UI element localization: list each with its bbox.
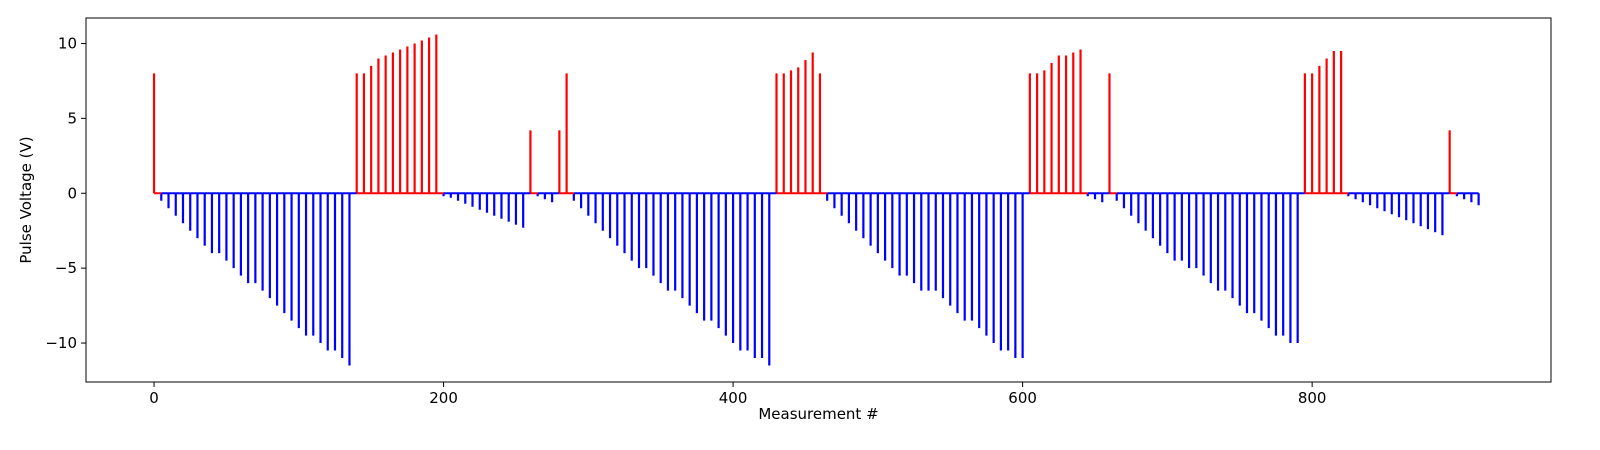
y-tick-label-2: 0 [67, 184, 77, 202]
y-tick-label-1: −5 [55, 259, 77, 277]
plot-frame [85, 17, 1552, 383]
x-tick-label-0: 0 [149, 389, 159, 407]
x-axis-label: Measurement # [758, 405, 878, 423]
stem-marks [152, 34, 1480, 366]
x-tick-label-3: 600 [1008, 389, 1037, 407]
x-tick-label-4: 800 [1298, 389, 1327, 407]
plot-area [85, 17, 1552, 383]
y-axis-label: Pulse Voltage (V) [17, 136, 35, 263]
y-tick-label-3: 5 [67, 109, 77, 127]
x-tick-label-2: 400 [719, 389, 748, 407]
x-tick-label-1: 200 [429, 389, 458, 407]
y-axis: −10 −5 0 5 10 [45, 34, 86, 352]
plot-background [86, 18, 1551, 382]
y-tick-label-0: −10 [45, 334, 77, 352]
x-axis: 0 200 400 600 800 [149, 382, 1326, 407]
y-tick-label-4: 10 [58, 34, 77, 52]
